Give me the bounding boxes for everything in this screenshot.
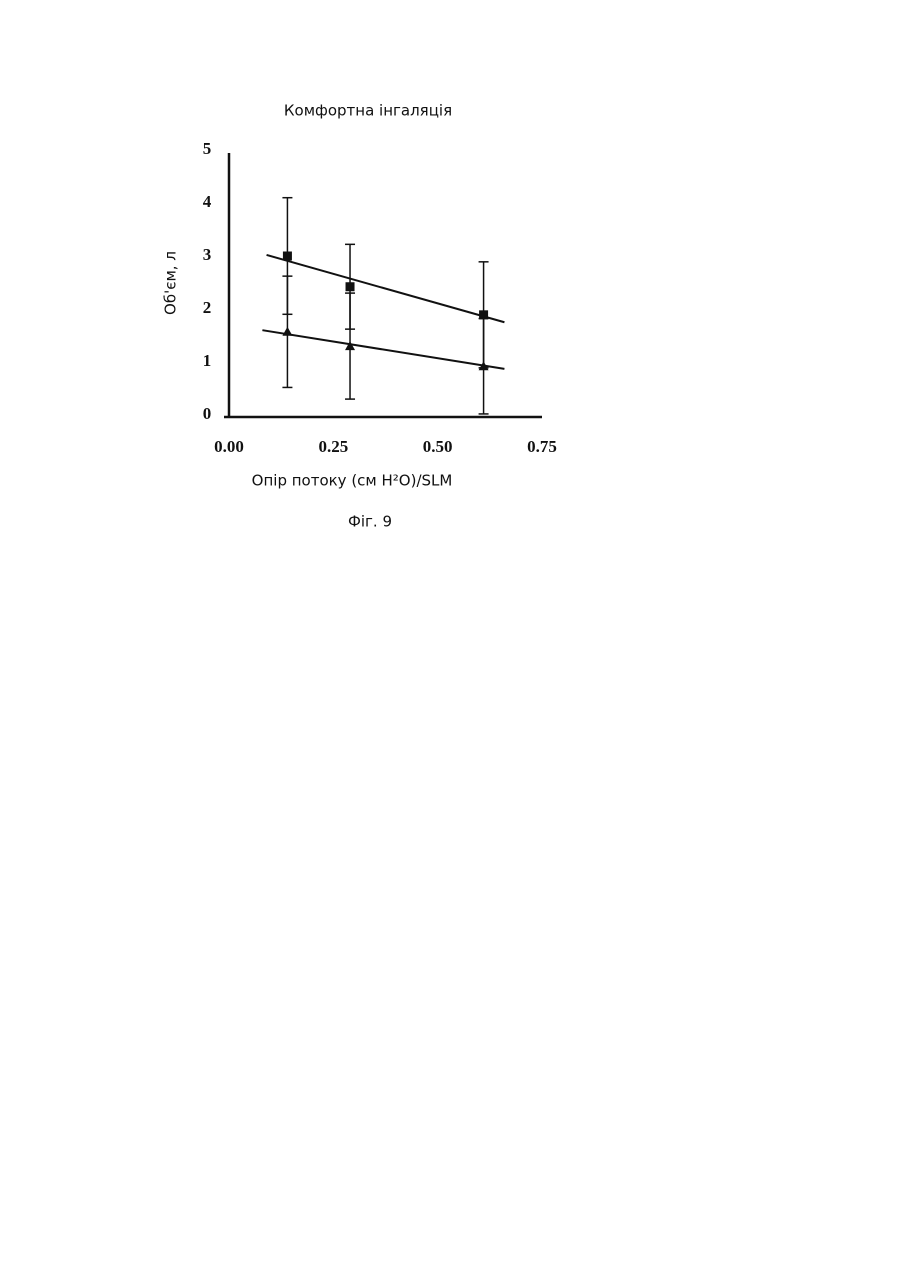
trend-line <box>262 330 504 369</box>
chart: Комфортна інгаляція Об'єм, л Опір потоку… <box>0 0 900 1273</box>
x-tick-label: 0.75 <box>527 437 557 456</box>
marker <box>346 282 355 291</box>
y-axis-label: Об'єм, л <box>162 251 180 315</box>
y-tick-label: 1 <box>203 351 212 370</box>
y-tick-label: 0 <box>203 404 212 423</box>
y-tick-label: 4 <box>203 192 212 211</box>
y-tick-label: 3 <box>203 245 212 264</box>
x-tick-label: 0.00 <box>214 437 244 456</box>
y-tick-label: 2 <box>203 298 212 317</box>
trend-line <box>267 255 505 322</box>
caption: Фіг. 9 <box>348 513 392 531</box>
x-tick-label: 0.25 <box>318 437 348 456</box>
chart-title: Комфортна інгаляція <box>284 102 452 120</box>
page: Комфортна інгаляція Об'єм, л Опір потоку… <box>0 0 900 1273</box>
marker <box>283 252 292 261</box>
marker <box>282 327 292 336</box>
y-tick-label: 5 <box>203 139 212 158</box>
x-axis-label: Опір потоку (см H²O)/SLM <box>252 472 453 490</box>
x-tick-label: 0.50 <box>423 437 453 456</box>
